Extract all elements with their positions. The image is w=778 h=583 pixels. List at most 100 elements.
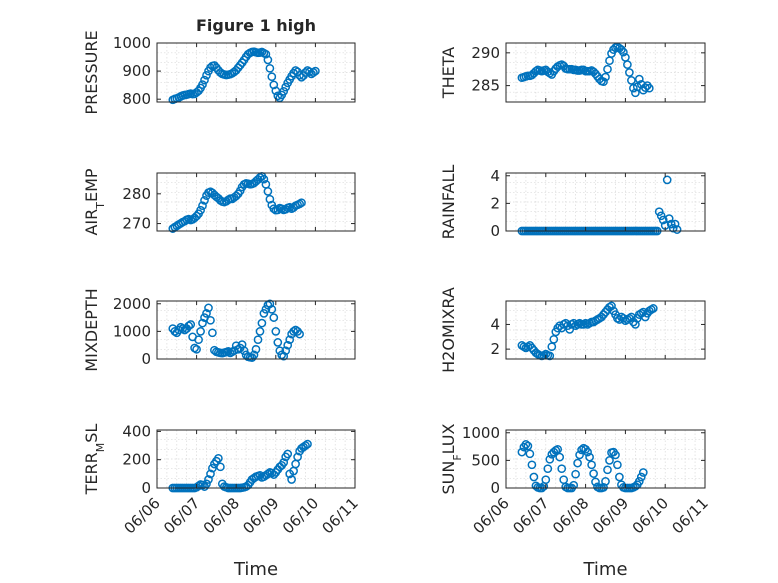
y-tick-label: 285 (471, 77, 500, 95)
data-point (253, 335, 263, 345)
data-point (517, 447, 527, 457)
data-point (295, 329, 304, 339)
data-point (553, 323, 563, 333)
y-tick-label: 800 (122, 90, 151, 108)
data-point (285, 202, 295, 212)
axes-frame (156, 42, 356, 103)
data-point (271, 327, 281, 336)
data-point (281, 346, 291, 356)
data-point (196, 205, 205, 215)
data-point (634, 74, 644, 84)
data-point (251, 344, 261, 354)
y-axis-label: SUNFLUX (439, 423, 464, 494)
data-point (265, 299, 275, 309)
data-point (255, 327, 265, 336)
data-point (553, 444, 563, 454)
data-point (571, 469, 580, 479)
data-point (263, 55, 273, 65)
data-point (629, 83, 638, 93)
data-point (301, 441, 310, 450)
data-point (557, 464, 567, 474)
data-point (636, 472, 646, 482)
data-point (601, 477, 610, 486)
axes-frame (505, 172, 706, 232)
y-axis-label-main: MIXDEPTH (82, 288, 101, 371)
data-point (208, 328, 217, 338)
data-point (525, 449, 535, 459)
data-point (631, 88, 640, 98)
data-point (273, 338, 283, 347)
data-point (605, 456, 614, 465)
data-point (670, 219, 680, 229)
y-tick-label: 1000 (113, 322, 151, 340)
data-point (573, 458, 582, 468)
data-point (263, 187, 273, 196)
data-point (627, 76, 636, 85)
data-point (664, 214, 674, 223)
data-point (569, 480, 579, 490)
data-point (625, 68, 634, 77)
axes-panel-6: 2 4 H2OMIXRA (439, 287, 706, 373)
y-tick-label: 280 (122, 185, 151, 203)
data-point (198, 318, 207, 328)
data-point (198, 201, 207, 211)
y-tick-label: 2 (490, 340, 500, 358)
data-point (601, 72, 610, 82)
y-tick-label: 290 (471, 44, 500, 62)
y-axis-label-rest: EMP (82, 168, 101, 202)
data-point (194, 335, 203, 345)
axes-panel-5: 0 1000 2000 MIXDEPTH (82, 288, 356, 372)
axes-panel-3: 270 280 AIRTEMP (82, 168, 356, 236)
data-point (619, 47, 628, 57)
data-point (204, 303, 213, 313)
data-point (545, 454, 555, 464)
data-point (658, 215, 668, 225)
y-axis-label: MIXDEPTH (82, 288, 101, 371)
data-point (279, 86, 289, 96)
axes-frame (505, 429, 706, 489)
x-tick-label: 06/09 (589, 494, 632, 537)
data-point (603, 465, 612, 475)
data-point (531, 66, 541, 76)
data-point (603, 64, 612, 74)
data-point (263, 469, 273, 479)
data-point (208, 463, 217, 473)
axes-frame (156, 172, 356, 232)
x-tick-label: 06/10 (279, 494, 322, 537)
data-point (259, 309, 269, 318)
x-axis-label: Time (582, 559, 627, 580)
data-point (216, 462, 225, 472)
y-tick-label: 2 (490, 194, 500, 212)
y-tick-label: 400 (122, 422, 151, 440)
data-point (198, 80, 207, 89)
data-point (591, 477, 600, 487)
data-point (265, 63, 275, 73)
data-point (259, 174, 269, 184)
data-point (305, 67, 314, 77)
y-tick-label: 200 (122, 451, 151, 469)
data-point (293, 452, 302, 462)
data-point (654, 207, 664, 217)
data-point (170, 327, 180, 336)
data-point (638, 307, 648, 317)
y-axis-label: H2OMIXRA (439, 287, 458, 373)
data-point (619, 313, 628, 323)
data-point (521, 440, 531, 449)
data-point (279, 458, 289, 467)
data-point (644, 83, 654, 93)
data-point (648, 304, 658, 313)
data-point (575, 450, 584, 460)
data-point (200, 196, 209, 205)
y-tick-label: 1000 (462, 424, 500, 442)
data-point (214, 453, 223, 463)
y-axis-label: PRESSURE (82, 30, 101, 114)
data-point (267, 304, 277, 314)
data-point (623, 60, 632, 69)
data-point (634, 477, 644, 486)
figure-title: Figure 1 high (196, 16, 316, 35)
y-axis-label: THETA (439, 47, 458, 99)
data-point (555, 452, 565, 462)
